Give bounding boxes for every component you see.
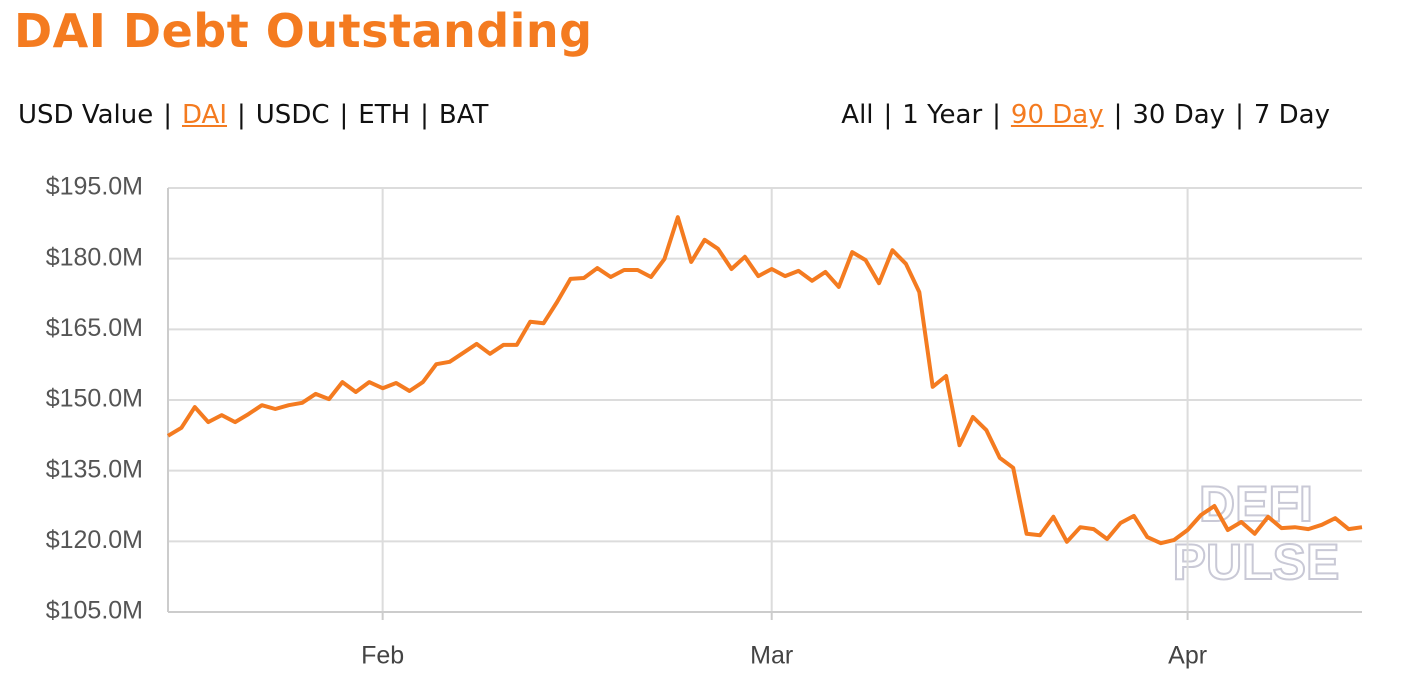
line xyxy=(166,215,1363,546)
watermark: PULSE xyxy=(1173,534,1340,590)
y-tick-label: $165.0M xyxy=(46,314,143,342)
separator: | xyxy=(237,100,246,130)
separator: | xyxy=(883,100,893,130)
tab[interactable]: ETH xyxy=(358,100,411,130)
tab[interactable]: All xyxy=(841,100,874,130)
x-tick-label: Feb xyxy=(361,642,404,670)
y-tick-label: $180.0M xyxy=(46,243,143,271)
x-tick-label: Mar xyxy=(750,642,793,670)
tab[interactable]: BAT xyxy=(438,100,489,130)
tab[interactable]: USD Value xyxy=(18,100,154,130)
separator: | xyxy=(163,100,172,130)
y-tick-label: $150.0M xyxy=(46,385,143,413)
tab[interactable]: USDC xyxy=(255,100,330,130)
tab[interactable]: 90 Day xyxy=(1010,100,1104,130)
unit-tabs: USD Value | DAI | USDC | ETH | BAT xyxy=(18,100,488,130)
separator: | xyxy=(992,100,1001,130)
separator: | xyxy=(420,100,429,130)
watermark: DEFI xyxy=(1199,476,1313,532)
page-title: DAI Debt Outstanding xyxy=(14,4,593,58)
y-tick-label: $120.0M xyxy=(46,526,143,554)
tab[interactable]: 7 Day xyxy=(1253,100,1330,130)
y-tick-label: $105.0M xyxy=(46,597,143,625)
x-tick-label: Apr xyxy=(1168,642,1207,670)
y-tick-label: $135.0M xyxy=(46,455,143,483)
tab[interactable]: 30 Day xyxy=(1132,100,1226,130)
tab[interactable]: DAI xyxy=(181,100,228,130)
separator: | xyxy=(1113,100,1123,130)
separator: | xyxy=(339,100,349,130)
y-tick-label: $195.0M xyxy=(46,173,143,201)
range-tabs: All | 1 Year | 90 Day | 30 Day | 7 Day xyxy=(841,100,1330,130)
separator: | xyxy=(1235,100,1244,130)
tab[interactable]: 1 Year xyxy=(902,100,983,130)
